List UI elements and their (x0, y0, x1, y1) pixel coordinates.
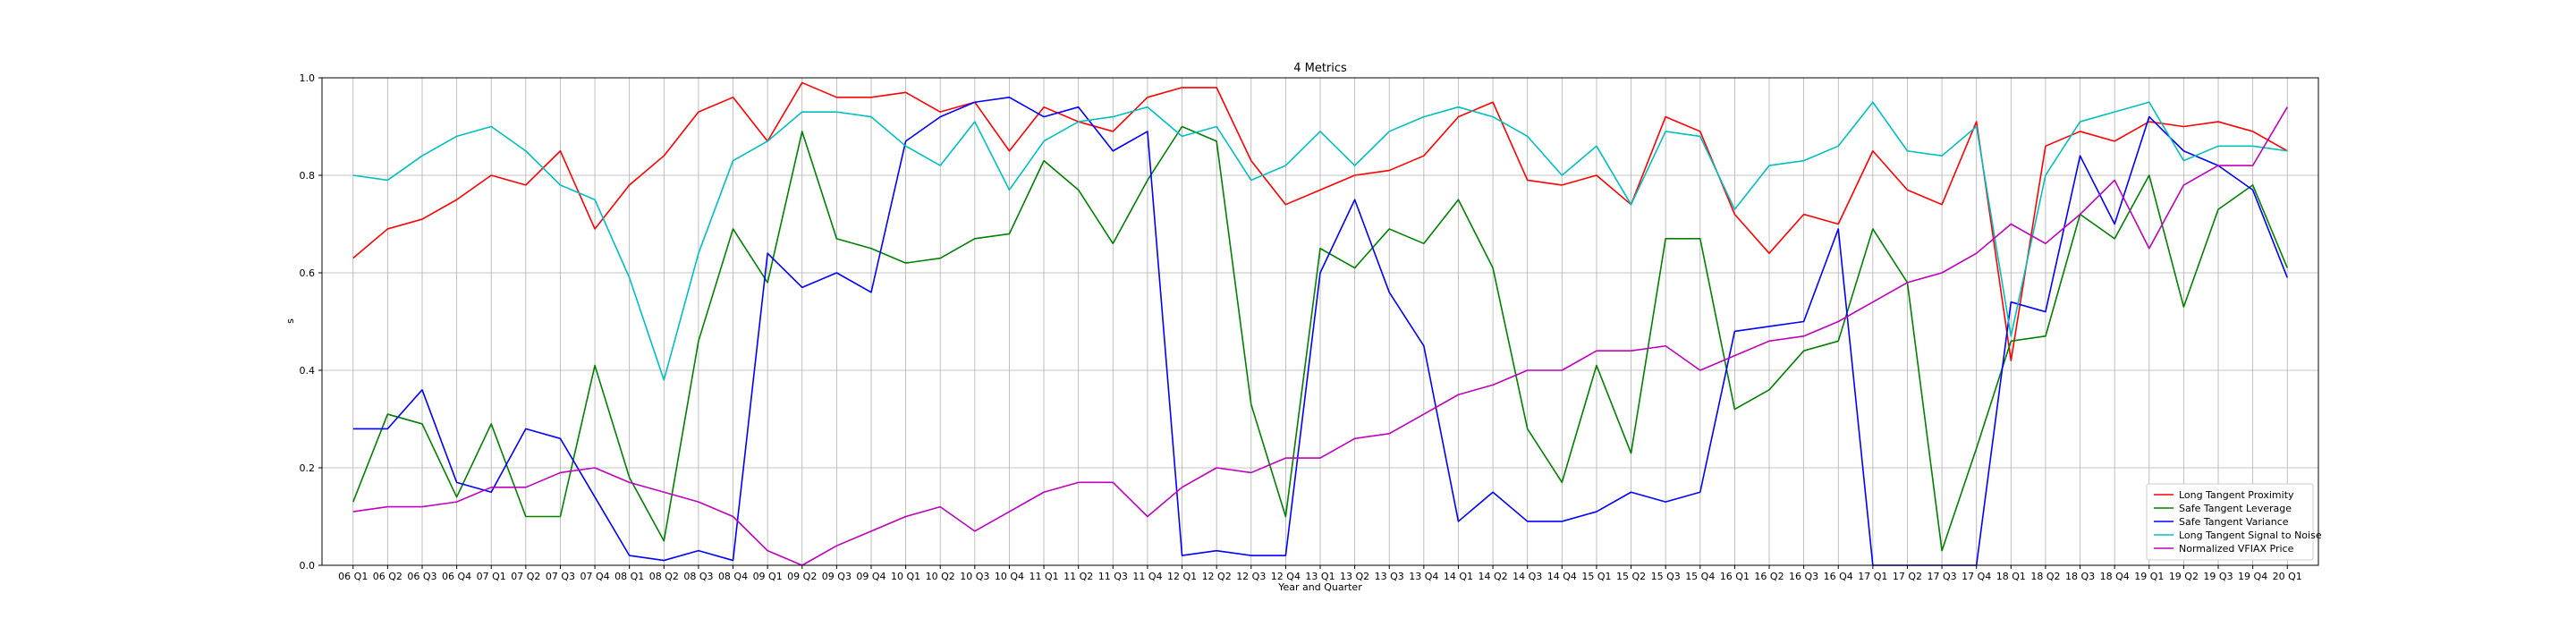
x-tick-label: 10 Q2 (926, 571, 955, 582)
y-tick-label: 1.0 (300, 72, 316, 84)
y-axis-label: s (284, 318, 296, 324)
x-tick-label: 18 Q3 (2065, 571, 2095, 582)
chart-title: 4 Metrics (1293, 62, 1347, 75)
x-tick-label: 16 Q3 (1789, 571, 1818, 582)
legend-entry: Long Tangent Proximity (2179, 489, 2294, 501)
x-tick-label: 10 Q3 (960, 571, 989, 582)
x-tick-label: 12 Q1 (1167, 571, 1197, 582)
x-tick-label: 08 Q1 (614, 571, 644, 582)
x-tick-label: 14 Q1 (1444, 571, 1473, 582)
x-tick-label: 15 Q4 (1685, 571, 1715, 582)
x-tick-label: 12 Q3 (1236, 571, 1266, 582)
x-tick-label: 11 Q4 (1132, 571, 1162, 582)
x-tick-label: 08 Q2 (649, 571, 679, 582)
legend-entry: Long Tangent Signal to Noise (2179, 530, 2322, 541)
y-tick-label: 0.0 (300, 560, 316, 572)
x-tick-label: 14 Q2 (1479, 571, 1508, 582)
x-tick-label: 09 Q2 (787, 571, 817, 582)
x-tick-label: 13 Q2 (1340, 571, 1369, 582)
x-tick-label: 19 Q3 (2203, 571, 2233, 582)
x-tick-label: 13 Q4 (1409, 571, 1438, 582)
x-tick-label: 16 Q4 (1824, 571, 1853, 582)
legend-entry: Safe Tangent Variance (2179, 516, 2289, 528)
legend: Long Tangent Proximity Safe Tangent Lever… (2146, 483, 2322, 561)
x-tick-label: 11 Q1 (1029, 571, 1058, 582)
x-axis-ticks: 06 Q1 06 Q2 06 Q3 06 Q4 07 Q1 07 Q2 07 Q3 07 Q4… (338, 565, 2302, 582)
x-tick-label: 07 Q1 (477, 571, 506, 582)
y-tick-label: 0.4 (300, 365, 316, 377)
y-tick-label: 0.8 (300, 170, 316, 182)
x-tick-label: 09 Q4 (856, 571, 886, 582)
x-tick-label: 14 Q3 (1513, 571, 1542, 582)
x-tick-label: 12 Q4 (1271, 571, 1301, 582)
series-line-4 (352, 106, 2288, 566)
x-tick-label: 18 Q4 (2100, 571, 2130, 582)
y-tick-label: 0.6 (300, 267, 316, 279)
x-tick-label: 16 Q2 (1754, 571, 1784, 582)
x-tick-label: 07 Q2 (511, 571, 540, 582)
x-tick-label: 17 Q2 (1893, 571, 1922, 582)
x-tick-label: 19 Q1 (2134, 571, 2164, 582)
x-tick-label: 11 Q3 (1098, 571, 1128, 582)
series-line-1 (352, 125, 2288, 552)
x-tick-label: 15 Q1 (1581, 571, 1611, 582)
legend-entry: Safe Tangent Leverage (2179, 503, 2292, 514)
x-tick-label: 06 Q1 (338, 571, 368, 582)
x-tick-label: 14 Q4 (1547, 571, 1577, 582)
x-tick-label: 08 Q3 (683, 571, 713, 582)
series-line-3 (352, 101, 2288, 381)
x-tick-label: 07 Q3 (546, 571, 575, 582)
x-tick-label: 18 Q2 (2030, 571, 2060, 582)
series-line-0 (352, 81, 2288, 361)
x-tick-label: 06 Q4 (442, 571, 471, 582)
legend-box (2146, 483, 2314, 561)
x-tick-label: 20 Q1 (2273, 571, 2302, 582)
x-tick-label: 06 Q3 (407, 571, 436, 582)
x-tick-label: 13 Q3 (1375, 571, 1404, 582)
x-tick-label: 10 Q4 (995, 571, 1024, 582)
x-tick-label: 16 Q1 (1720, 571, 1750, 582)
x-tick-label: 18 Q1 (1996, 571, 2026, 582)
x-tick-label: 12 Q2 (1202, 571, 1232, 582)
x-axis-label: Year and Quarter (1277, 581, 1362, 593)
x-tick-label: 07 Q4 (580, 571, 609, 582)
x-tick-label: 17 Q1 (1858, 571, 1887, 582)
x-tick-label: 09 Q1 (753, 571, 783, 582)
legend-entry: Normalized VFIAX Price (2179, 543, 2294, 555)
x-tick-label: 15 Q2 (1616, 571, 1646, 582)
x-tick-label: 11 Q2 (1063, 571, 1093, 582)
x-tick-label: 06 Q2 (373, 571, 402, 582)
x-tick-label: 10 Q1 (891, 571, 920, 582)
x-tick-label: 08 Q4 (718, 571, 748, 582)
x-tick-label: 13 Q1 (1305, 571, 1335, 582)
y-tick-label: 0.2 (300, 462, 316, 474)
x-tick-label: 19 Q4 (2238, 571, 2267, 582)
x-tick-label: 19 Q2 (2169, 571, 2199, 582)
x-tick-label: 17 Q4 (1962, 571, 1991, 582)
x-tick-label: 15 Q3 (1651, 571, 1681, 582)
y-axis-ticks: 0.0 0.2 0.4 0.6 0.8 1.0 (300, 72, 322, 572)
x-tick-label: 09 Q3 (822, 571, 852, 582)
x-tick-label: 17 Q3 (1928, 571, 1957, 582)
